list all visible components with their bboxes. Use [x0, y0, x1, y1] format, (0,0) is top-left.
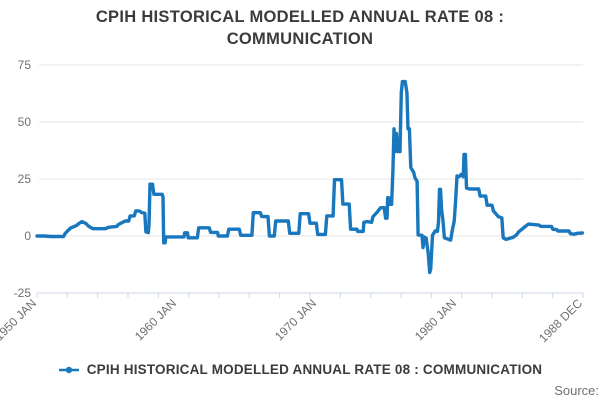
y-axis-tick-label: 0	[24, 229, 31, 243]
y-axis-labels-group: 75 50 25 0 -25	[14, 58, 32, 300]
y-axis-tick-label: 75	[18, 58, 32, 72]
x-axis-tick-label: 1980 JAN	[412, 296, 459, 343]
x-axis-labels-group: 1950 JAN 1960 JAN 1970 JAN 1980 JAN 1988 DEC	[0, 296, 585, 345]
legend-marker-icon	[58, 366, 79, 373]
y-axis-tick-label: -25	[14, 286, 32, 300]
x-axis-tick-label: 1950 JAN	[0, 296, 39, 343]
x-axis-tick-label: 1988 DEC	[536, 296, 585, 345]
legend-item-label: CPIH HISTORICAL MODELLED ANNUAL RATE 08 …	[86, 362, 543, 377]
series-line[interactable]	[35, 79, 584, 275]
x-axis-group	[36, 292, 584, 298]
series-group	[35, 79, 584, 275]
x-axis-tick-label: 1970 JAN	[272, 296, 319, 343]
x-axis-tick-label: 1960 JAN	[132, 296, 179, 343]
legend: CPIH HISTORICAL MODELLED ANNUAL RATE 08 …	[0, 362, 600, 377]
y-axis-tick-label: 25	[18, 172, 32, 186]
legend-item[interactable]: CPIH HISTORICAL MODELLED ANNUAL RATE 08 …	[58, 362, 543, 377]
source-label: Source:	[554, 383, 599, 398]
y-axis-tick-label: 50	[18, 115, 32, 129]
gridlines-group	[39, 64, 583, 237]
chart-title: CPIH HISTORICAL MODELLED ANNUAL RATE 08 …	[95, 8, 505, 48]
